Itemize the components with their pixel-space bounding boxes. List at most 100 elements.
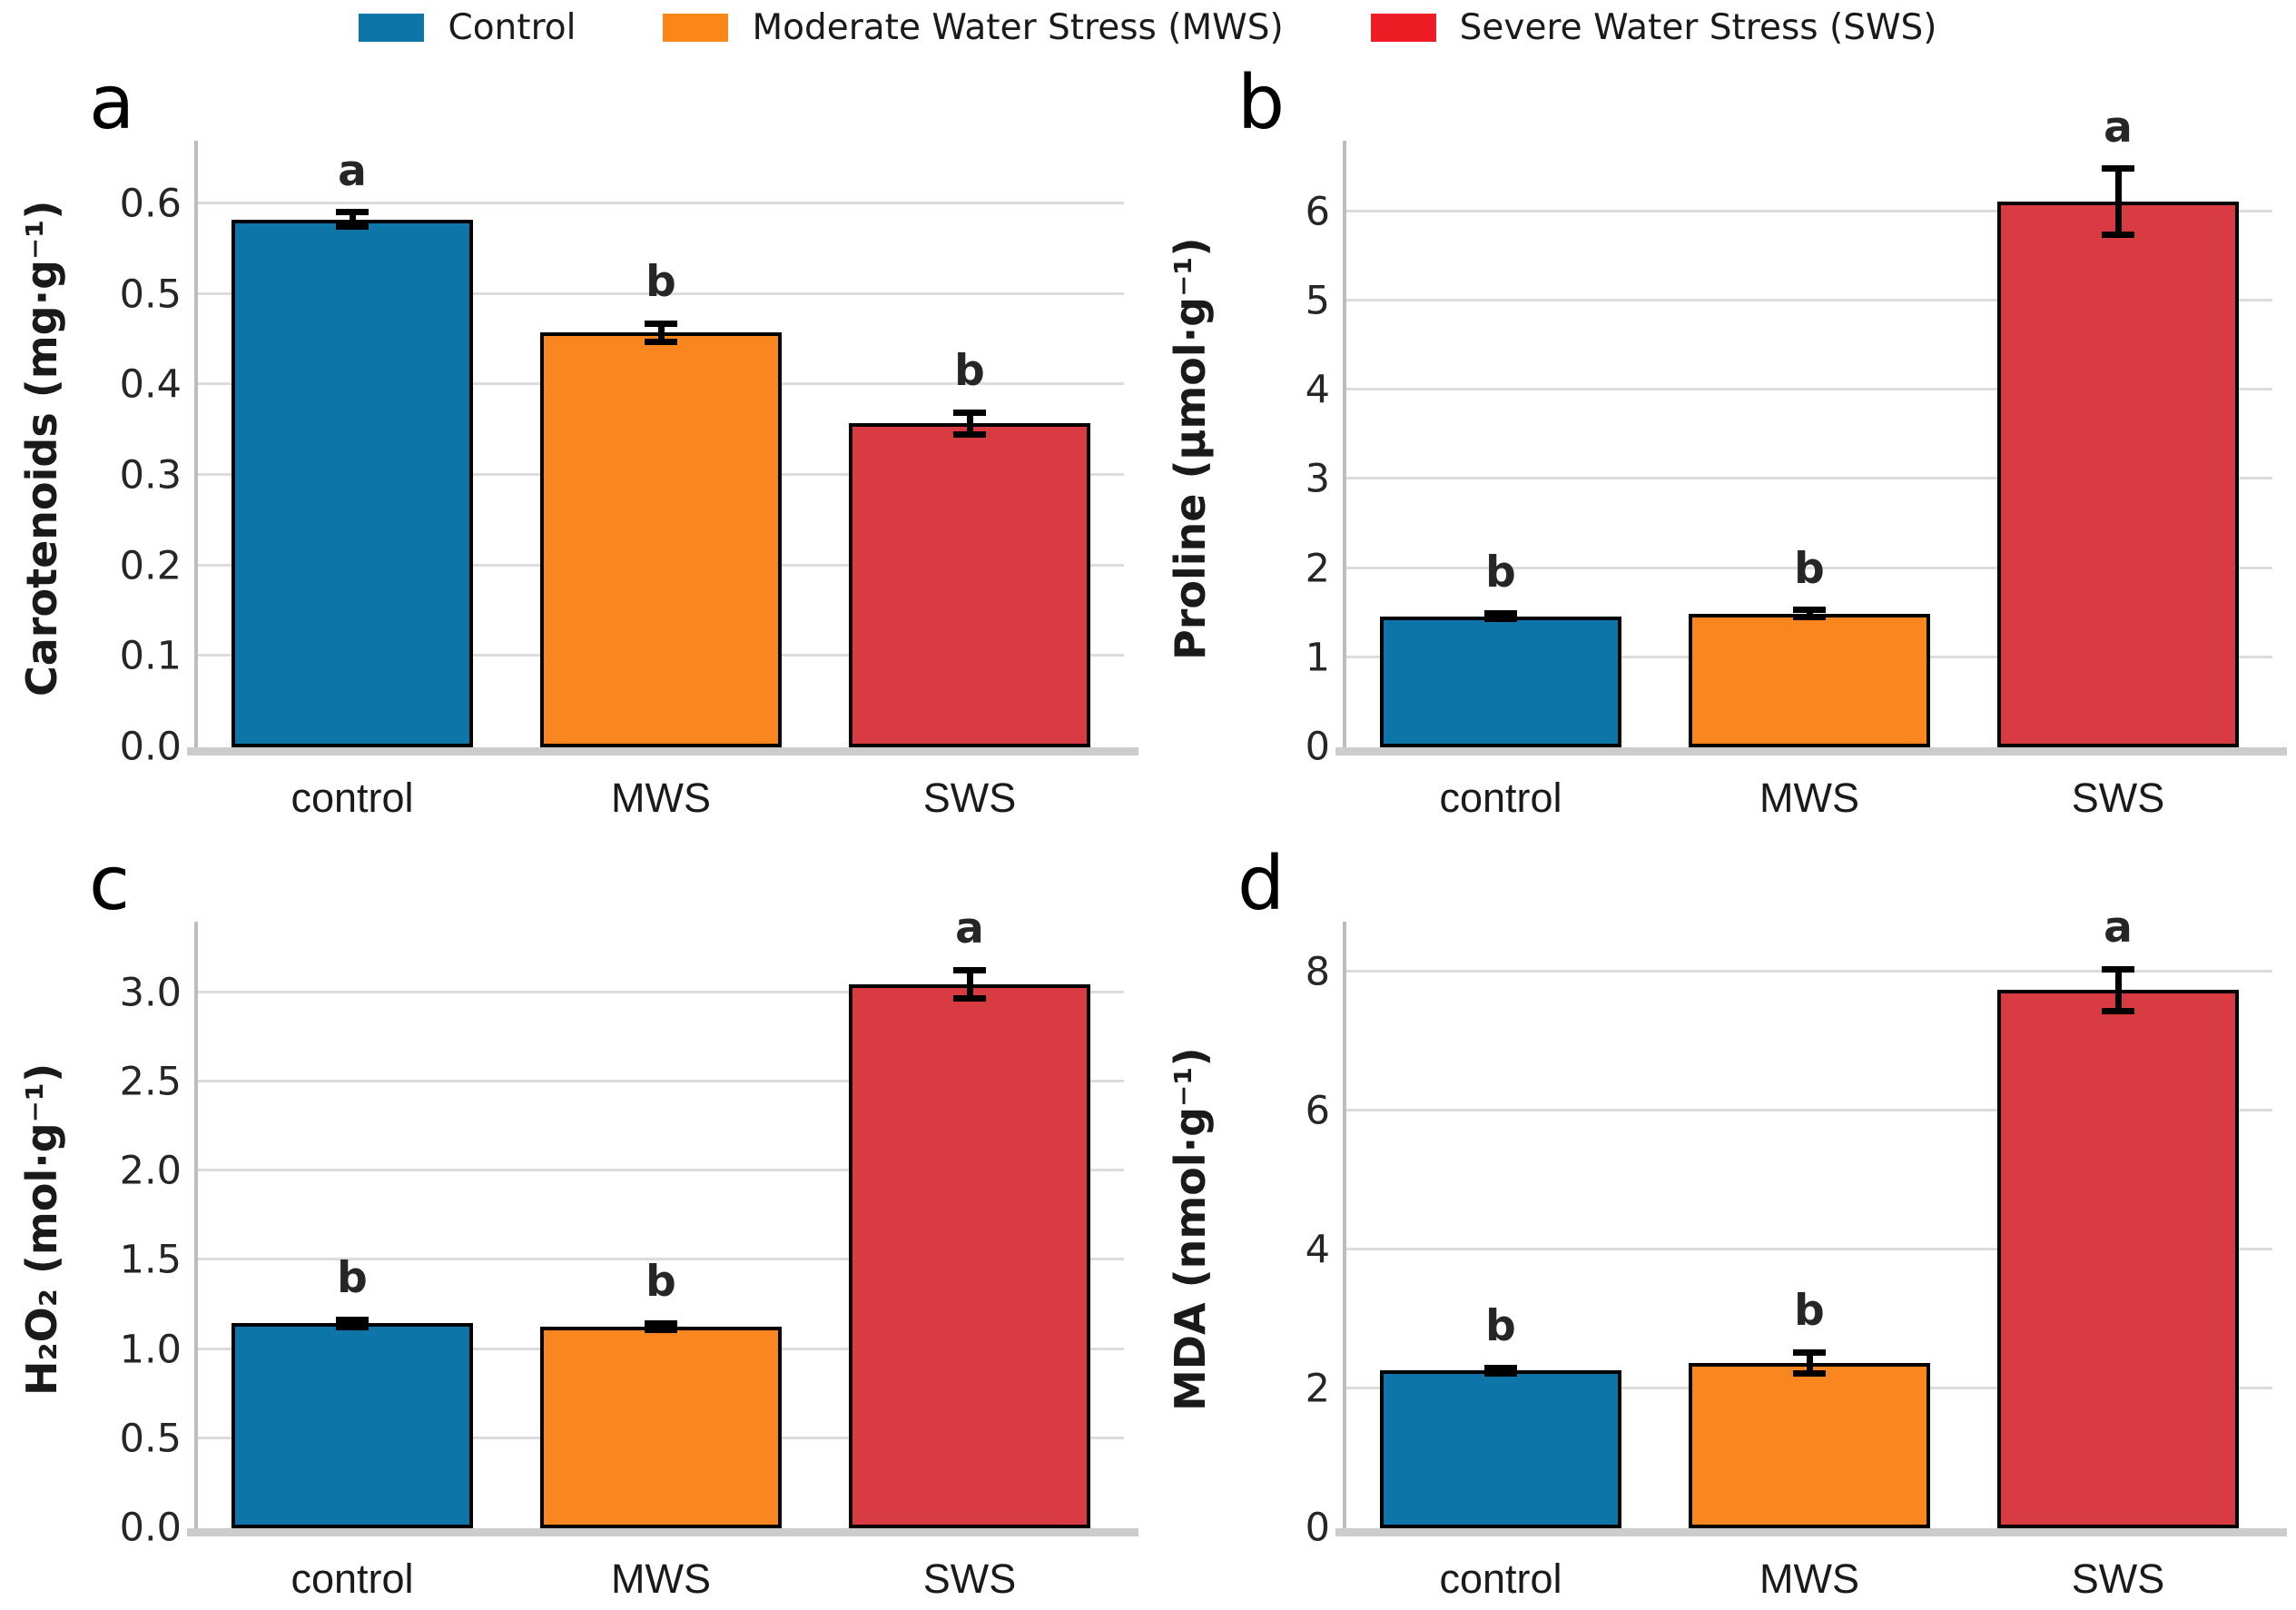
x-tick-label: MWS <box>1759 1556 1859 1602</box>
y-tick-label: 4 <box>1305 367 1330 413</box>
legend-label: Moderate Water Stress (MWS) <box>752 7 1284 48</box>
error-bar-cap-top <box>1793 607 1826 614</box>
significance-letter: a <box>338 145 367 196</box>
error-bar-cap-top <box>645 1319 677 1327</box>
error-bar <box>349 212 356 227</box>
panel-b-proline: b Proline (μmol·g⁻¹) 0 1 2 3 4 5 6 b b a control MWS S… <box>1148 50 2296 831</box>
legend-item: Control <box>359 7 576 48</box>
y-tick-label: 0 <box>1305 1505 1330 1551</box>
significance-letter: b <box>645 257 676 308</box>
gridline <box>198 1079 1124 1082</box>
bar-MWS <box>1689 613 1930 747</box>
significance-letter: b <box>1485 1301 1516 1352</box>
legend-item: Severe Water Stress (SWS) <box>1370 7 1937 48</box>
error-bar-cap-top <box>1793 1348 1826 1356</box>
gridline <box>1346 209 2272 212</box>
panel-letter: c <box>89 841 131 927</box>
bar-control <box>232 1323 473 1528</box>
plot-area: 0.0 0.1 0.2 0.3 0.4 0.5 0.6 a b b <box>120 141 1138 766</box>
error-bar-cap-bottom <box>1484 1369 1517 1377</box>
error-bar-cap-top <box>2102 965 2134 973</box>
significance-letter: b <box>1794 1286 1825 1337</box>
y-tick-label: 5 <box>1305 278 1330 324</box>
x-tick-label: control <box>1439 1556 1562 1602</box>
bar-SWS <box>849 423 1090 747</box>
y-axis-label: Carotenoids (mg·g⁻¹) <box>17 200 66 697</box>
gridline <box>1346 298 2272 301</box>
error-bar-cap-bottom <box>1484 616 1517 623</box>
legend-item: Moderate Water Stress (MWS) <box>663 7 1284 48</box>
y-axis-spine <box>194 922 198 1536</box>
bar-control <box>1380 616 1621 747</box>
error-bar-cap-bottom <box>2102 1007 2134 1014</box>
significance-letter: b <box>645 1257 676 1308</box>
x-tick-label: SWS <box>2071 1556 2165 1602</box>
x-tick-label: control <box>1439 775 1562 821</box>
y-axis-label: H₂O₂ (mol·g⁻¹) <box>17 1062 66 1397</box>
y-tick-label: 0.2 <box>119 543 182 589</box>
gridline <box>1346 1108 2272 1111</box>
y-axis-spine <box>194 141 198 756</box>
panel-letter: a <box>89 60 135 146</box>
y-tick-label: 4 <box>1305 1227 1330 1273</box>
error-bar-cap-bottom <box>2102 231 2134 238</box>
gridline <box>1346 1247 2272 1250</box>
error-bar <box>966 970 973 999</box>
plot-area: 0.0 0.5 1.0 1.5 2.0 2.5 3.0 b b a <box>120 907 1138 1547</box>
x-tick-label: MWS <box>611 775 711 821</box>
y-axis-label: MDA (nmol·g⁻¹) <box>1166 1047 1215 1412</box>
error-bar-cap-top <box>953 409 986 416</box>
x-axis-spine <box>187 1528 1138 1536</box>
error-bar-cap-top <box>953 966 986 973</box>
significance-letter: b <box>1794 543 1825 594</box>
x-axis-labels: control MWS SWS <box>1346 775 2272 829</box>
error-bar-cap-bottom <box>336 223 369 231</box>
gridline <box>1346 477 2272 480</box>
error-bar-cap-bottom <box>953 430 986 438</box>
significance-letter: a <box>2104 102 2133 153</box>
significance-letter: a <box>955 904 984 954</box>
error-bar-cap-top <box>336 209 369 216</box>
gridline <box>198 1258 1124 1261</box>
error-bar <box>1806 609 1813 617</box>
significance-letter: b <box>954 346 985 397</box>
y-tick-label: 0.4 <box>119 361 182 408</box>
y-tick-label: 3.0 <box>119 970 182 1016</box>
y-tick-label: 0.6 <box>119 181 182 227</box>
error-bar-cap-bottom <box>645 1327 677 1334</box>
bar-SWS <box>1997 201 2239 747</box>
y-tick-label: 0.0 <box>119 724 182 770</box>
error-bar <box>2114 168 2122 235</box>
x-tick-label: control <box>291 1556 414 1602</box>
y-axis-label: Proline (μmol·g⁻¹) <box>1166 237 1215 660</box>
y-tick-label: 3 <box>1305 456 1330 502</box>
x-tick-label: SWS <box>2071 775 2165 821</box>
gridline <box>1346 566 2272 569</box>
y-tick-label: 0.1 <box>119 633 182 679</box>
bar-MWS <box>540 1327 782 1528</box>
gridline <box>198 990 1124 993</box>
y-tick-label: 6 <box>1305 189 1330 235</box>
gridline <box>1346 388 2272 391</box>
significance-letter: b <box>1485 547 1516 598</box>
error-bar-cap-top <box>1484 610 1517 617</box>
y-tick-label: 0.5 <box>119 272 182 318</box>
x-tick-label: control <box>291 775 414 821</box>
panel-c-h2o2: c H₂O₂ (mol·g⁻¹) 0.0 0.5 1.0 1.5 2.0 2.5 3.0 b b a c… <box>0 831 1148 1610</box>
gridline <box>198 291 1124 295</box>
legend-label: Severe Water Stress (SWS) <box>1459 7 1937 48</box>
error-bar <box>657 323 665 342</box>
y-tick-label: 1.0 <box>119 1327 182 1373</box>
y-tick-label: 1.5 <box>119 1237 182 1283</box>
panel-letter: b <box>1237 60 1286 146</box>
gridline <box>198 201 1124 204</box>
error-bar-cap-top <box>2102 165 2134 173</box>
significance-letter: b <box>337 1253 368 1304</box>
error-bar-cap-bottom <box>1793 1369 1826 1377</box>
panel-letter: d <box>1237 841 1286 927</box>
bar-control <box>232 219 473 747</box>
error-bar <box>657 1323 665 1330</box>
x-tick-label: SWS <box>922 775 1017 821</box>
